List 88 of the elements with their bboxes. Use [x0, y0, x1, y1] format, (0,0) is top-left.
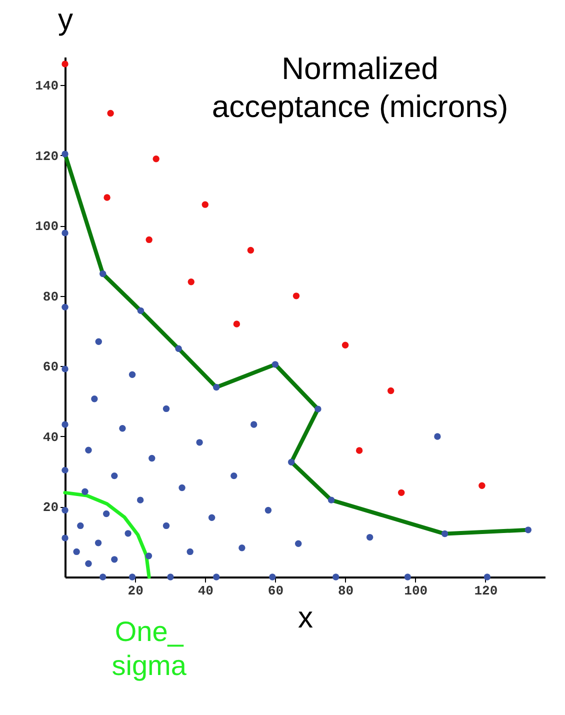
point — [119, 425, 126, 432]
point — [162, 522, 170, 530]
point — [332, 574, 340, 580]
point — [124, 530, 132, 537]
x-tick-label: 100 — [404, 584, 428, 598]
point — [167, 574, 174, 580]
point — [82, 488, 88, 495]
point — [250, 421, 258, 428]
point — [524, 526, 532, 534]
point — [404, 574, 412, 580]
point — [85, 446, 92, 454]
point — [314, 406, 322, 412]
point — [99, 270, 106, 278]
point — [288, 458, 295, 466]
point — [95, 338, 102, 345]
point — [342, 342, 349, 348]
x-tick-label: 80 — [338, 584, 354, 598]
point — [233, 320, 240, 328]
point — [128, 371, 136, 378]
x-tick-label: 60 — [268, 584, 284, 598]
point — [104, 194, 110, 201]
point — [196, 439, 203, 446]
point — [62, 506, 68, 514]
y-tick-label: 20 — [42, 500, 59, 516]
point — [111, 472, 118, 480]
point — [162, 405, 170, 412]
point — [387, 387, 394, 394]
point — [99, 574, 106, 580]
point — [178, 484, 186, 492]
point — [85, 560, 92, 567]
point — [202, 201, 208, 208]
point — [107, 110, 114, 117]
point — [213, 384, 220, 391]
point — [148, 454, 156, 462]
x-tick-label: 20 — [128, 584, 144, 598]
point — [62, 60, 68, 68]
point — [356, 447, 363, 454]
point — [111, 556, 118, 563]
point — [230, 472, 238, 480]
x-axis-title: x — [298, 602, 313, 634]
point — [188, 278, 194, 286]
point — [62, 421, 68, 428]
point — [441, 530, 448, 538]
point — [398, 489, 405, 496]
point — [152, 156, 160, 162]
point — [292, 292, 300, 300]
point — [269, 574, 276, 580]
point — [366, 534, 374, 541]
y-tick-label: 140 — [35, 78, 59, 94]
point — [94, 540, 102, 546]
point — [175, 345, 182, 352]
point — [62, 150, 68, 158]
point — [77, 522, 84, 530]
point — [145, 552, 152, 560]
point — [186, 548, 194, 556]
point — [434, 433, 441, 440]
point — [137, 307, 144, 314]
x-tick-label: 40 — [198, 584, 214, 598]
point — [62, 304, 68, 311]
point — [264, 506, 272, 514]
point — [272, 361, 279, 368]
point — [294, 540, 302, 547]
point — [91, 396, 98, 402]
point — [328, 496, 335, 504]
point — [146, 236, 152, 244]
point — [128, 574, 136, 580]
point — [62, 230, 68, 236]
x-tick-label: 120 — [474, 584, 498, 598]
point — [62, 466, 68, 474]
point — [247, 246, 254, 254]
point — [484, 574, 491, 580]
point — [62, 534, 68, 542]
point — [62, 366, 68, 372]
series-label: One_ sigma — [112, 616, 187, 681]
y-tick-label: 80 — [42, 289, 59, 304]
y-tick-label: 100 — [35, 219, 59, 234]
y-axis-title: y — [58, 4, 73, 36]
point — [136, 496, 144, 504]
point — [102, 510, 110, 518]
y-tick-label: 60 — [42, 360, 59, 375]
point — [208, 514, 216, 521]
y-tick-label: 40 — [42, 430, 59, 445]
point — [73, 548, 80, 556]
point — [238, 544, 246, 552]
chart-title: Normalized acceptance (microns) — [212, 51, 508, 124]
point — [478, 482, 486, 489]
y-tick-label: 120 — [35, 148, 59, 164]
point — [213, 574, 220, 580]
